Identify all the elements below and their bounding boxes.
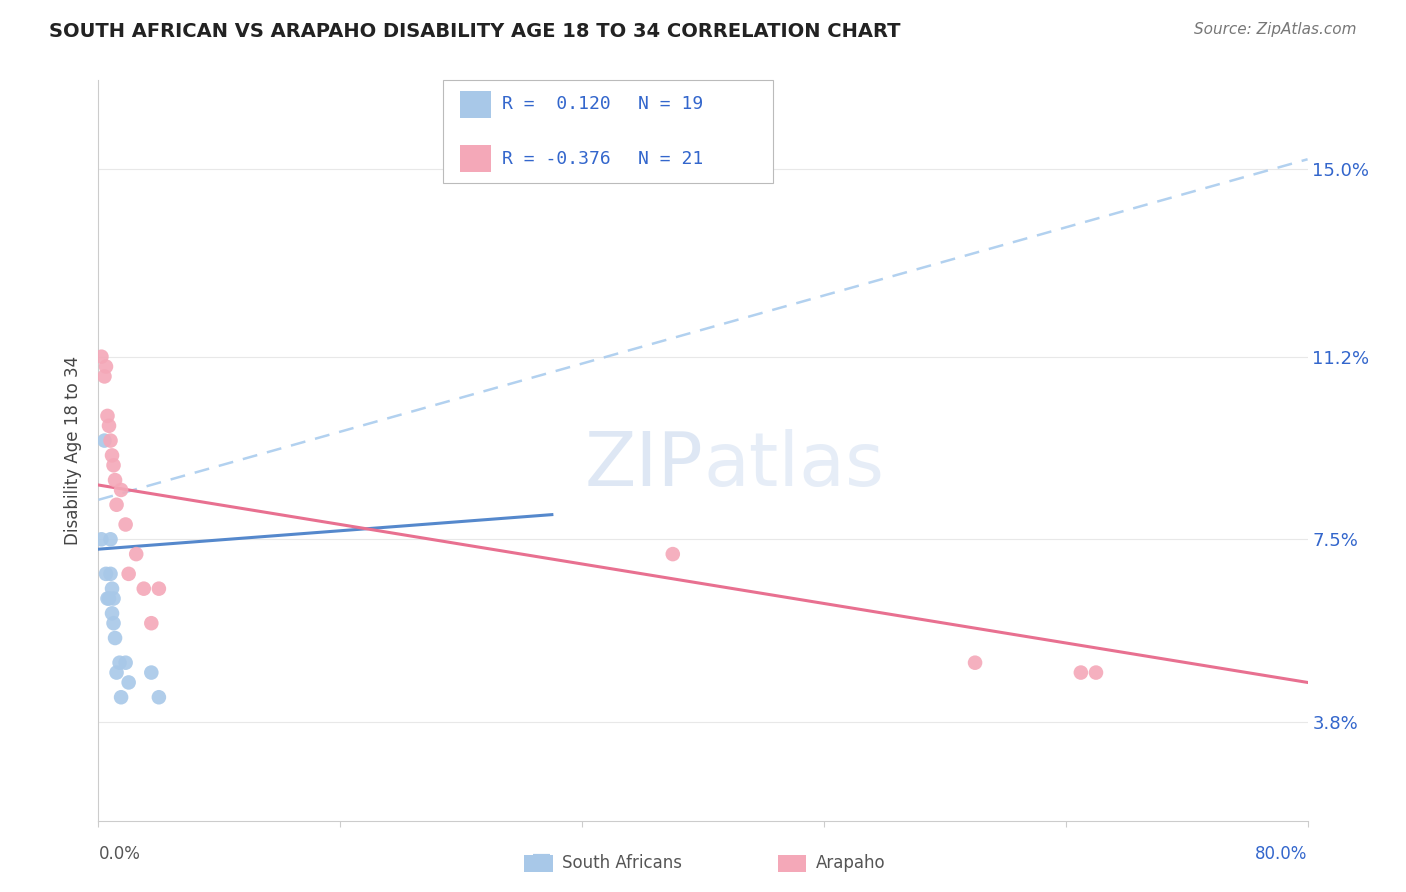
Point [141, 665, 163, 680]
Point [110, 483, 132, 497]
Text: South Africans: South Africans [562, 855, 682, 872]
Text: ZIP: ZIP [585, 429, 703, 502]
Point [90, 350, 112, 364]
Point [114, 656, 136, 670]
Point [103, 616, 125, 631]
Point [94, 566, 117, 581]
Point [965, 656, 987, 670]
Point [93, 369, 115, 384]
Point [132, 582, 155, 596]
Text: R =  0.120: R = 0.120 [502, 95, 610, 113]
Text: □: □ [531, 853, 551, 872]
Point [103, 458, 125, 473]
Point [141, 616, 163, 631]
Point [118, 675, 141, 690]
Point [148, 690, 170, 705]
Point [96, 591, 118, 606]
Point [114, 517, 136, 532]
Point [661, 547, 683, 561]
Text: 80.0%: 80.0% [1256, 846, 1308, 863]
Text: Source: ZipAtlas.com: Source: ZipAtlas.com [1194, 22, 1357, 37]
Point [110, 690, 132, 705]
Point [118, 566, 141, 581]
Point [108, 656, 131, 670]
Point [100, 566, 122, 581]
Point [96, 409, 118, 423]
Point [104, 631, 127, 645]
Point [101, 449, 124, 463]
Point [90, 533, 112, 547]
Point [103, 591, 125, 606]
Text: 0.0%: 0.0% [98, 846, 141, 863]
Text: R = -0.376: R = -0.376 [502, 150, 610, 168]
Text: Arapaho: Arapaho [815, 855, 886, 872]
Point [100, 533, 122, 547]
Point [93, 434, 115, 448]
Text: N = 19: N = 19 [638, 95, 703, 113]
Point [1070, 665, 1092, 680]
Point [100, 434, 122, 448]
Point [125, 547, 148, 561]
Point [101, 582, 124, 596]
Text: SOUTH AFRICAN VS ARAPAHO DISABILITY AGE 18 TO 34 CORRELATION CHART: SOUTH AFRICAN VS ARAPAHO DISABILITY AGE … [49, 22, 901, 41]
Point [148, 582, 170, 596]
Point [94, 359, 117, 374]
Point [105, 498, 128, 512]
Y-axis label: Disability Age 18 to 34: Disability Age 18 to 34 [65, 356, 83, 545]
Point [98, 418, 121, 433]
Point [105, 665, 128, 680]
Point [1085, 665, 1108, 680]
Point [101, 607, 124, 621]
Point [98, 591, 121, 606]
Point [104, 473, 127, 487]
Text: atlas: atlas [703, 429, 884, 502]
Text: N = 21: N = 21 [638, 150, 703, 168]
